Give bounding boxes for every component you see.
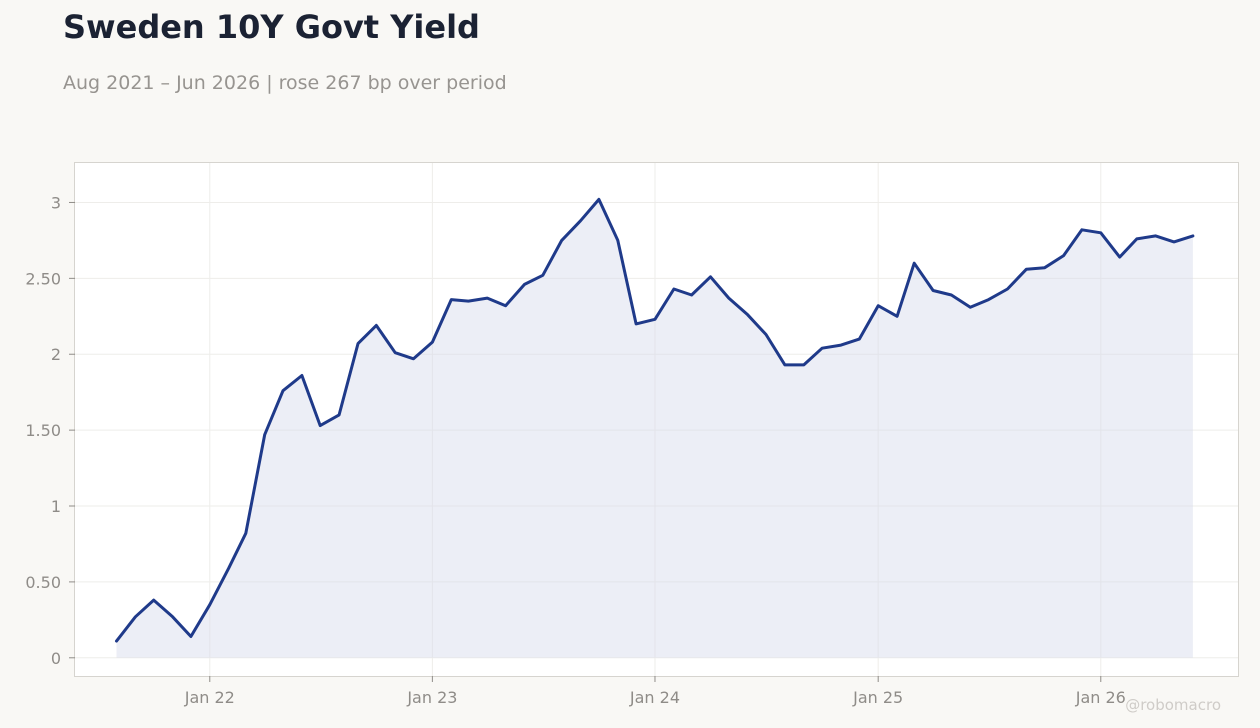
y-tick-label: 0 — [51, 649, 61, 668]
y-tick-label: 1.50 — [25, 421, 61, 440]
y-tick-label: 2 — [51, 345, 61, 364]
chart-title: Sweden 10Y Govt Yield — [63, 8, 480, 46]
series-line — [115, 197, 1195, 643]
series-area — [116, 199, 1193, 658]
x-tick-label: Jan 26 — [1075, 688, 1126, 707]
watermark: @robomacro — [1125, 696, 1221, 714]
plot-area — [74, 162, 1239, 677]
x-tick-label: Jan 23 — [406, 688, 457, 707]
y-tick-label: 2.50 — [25, 269, 61, 288]
y-tick-label: 0.50 — [25, 573, 61, 592]
y-tick-label: 3 — [51, 193, 61, 212]
y-axis: 0 0.50 1 1.50 2 2.50 3 — [25, 193, 75, 668]
x-tick-label: Jan 22 — [184, 688, 235, 707]
x-tick-label: Jan 24 — [629, 688, 680, 707]
chart-subtitle: Aug 2021 – Jun 2026 | rose 267 bp over p… — [63, 72, 507, 94]
grid-lines — [75, 163, 1238, 676]
x-axis: Jan 22 Jan 23 Jan 24 Jan 25 Jan 26 — [184, 676, 1126, 707]
x-tick-label: Jan 25 — [852, 688, 903, 707]
y-tick-label: 1 — [51, 497, 61, 516]
